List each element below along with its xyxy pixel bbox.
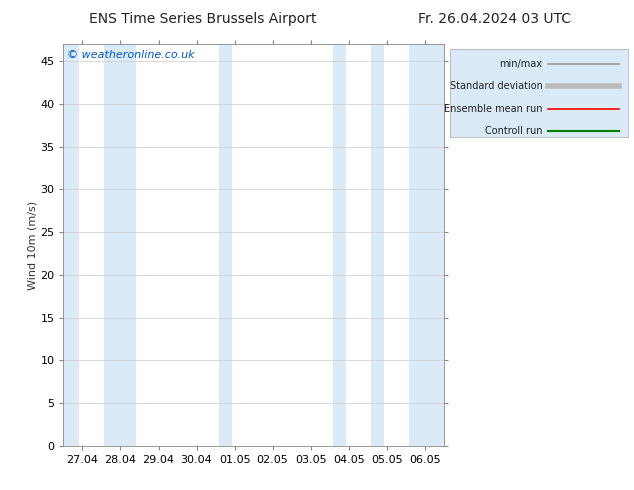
Text: Ensemble mean run: Ensemble mean run xyxy=(444,103,543,114)
Bar xyxy=(63,44,79,446)
Text: ENS Time Series Brussels Airport: ENS Time Series Brussels Airport xyxy=(89,12,316,26)
Y-axis label: Wind 10m (m/s): Wind 10m (m/s) xyxy=(27,200,37,290)
Bar xyxy=(371,44,384,446)
Text: Controll run: Controll run xyxy=(485,125,543,136)
Bar xyxy=(219,44,231,446)
Text: Standard deviation: Standard deviation xyxy=(450,81,543,92)
Bar xyxy=(409,44,444,446)
Text: min/max: min/max xyxy=(500,59,543,70)
Text: © weatheronline.co.uk: © weatheronline.co.uk xyxy=(67,50,195,60)
Text: Fr. 26.04.2024 03 UTC: Fr. 26.04.2024 03 UTC xyxy=(418,12,571,26)
Bar xyxy=(333,44,346,446)
Bar xyxy=(105,44,136,446)
